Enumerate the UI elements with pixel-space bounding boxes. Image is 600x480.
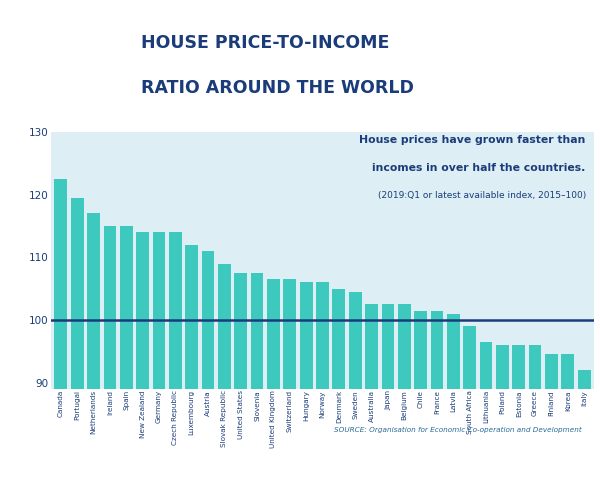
- Bar: [529, 345, 541, 480]
- Bar: [578, 370, 590, 480]
- Bar: [447, 313, 460, 480]
- Bar: [463, 326, 476, 480]
- Text: #HousingWatch: #HousingWatch: [460, 453, 579, 466]
- Text: incomes in over half the countries.: incomes in over half the countries.: [373, 163, 586, 173]
- Bar: [251, 273, 263, 480]
- Bar: [512, 345, 525, 480]
- Bar: [545, 354, 558, 480]
- Bar: [349, 292, 362, 480]
- Bar: [202, 251, 214, 480]
- Bar: [431, 311, 443, 480]
- Bar: [87, 214, 100, 480]
- Bar: [479, 342, 493, 480]
- Bar: [152, 232, 166, 480]
- Bar: [365, 304, 378, 480]
- Text: IMF.org/housing: IMF.org/housing: [21, 453, 141, 466]
- Bar: [169, 232, 182, 480]
- Text: RATIO AROUND THE WORLD: RATIO AROUND THE WORLD: [141, 79, 414, 97]
- Bar: [332, 288, 345, 480]
- Bar: [414, 311, 427, 480]
- Text: HOUSE PRICE-TO-INCOME: HOUSE PRICE-TO-INCOME: [141, 34, 389, 52]
- Bar: [300, 282, 313, 480]
- Bar: [316, 282, 329, 480]
- Text: SOURCE: Organisation for Economic Co-operation and Development: SOURCE: Organisation for Economic Co-ope…: [334, 427, 582, 433]
- Bar: [382, 304, 394, 480]
- Bar: [120, 226, 133, 480]
- Bar: [235, 273, 247, 480]
- Bar: [104, 226, 116, 480]
- Bar: [136, 232, 149, 480]
- Bar: [71, 198, 83, 480]
- Bar: [218, 264, 231, 480]
- Bar: [185, 245, 198, 480]
- Text: House prices have grown faster than: House prices have grown faster than: [359, 134, 586, 144]
- Bar: [283, 279, 296, 480]
- Bar: [55, 179, 67, 480]
- Bar: [496, 345, 509, 480]
- Bar: [398, 304, 410, 480]
- Text: (2019:Q1 or latest available index, 2015–100): (2019:Q1 or latest available index, 2015…: [377, 191, 586, 200]
- Bar: [562, 354, 574, 480]
- Bar: [267, 279, 280, 480]
